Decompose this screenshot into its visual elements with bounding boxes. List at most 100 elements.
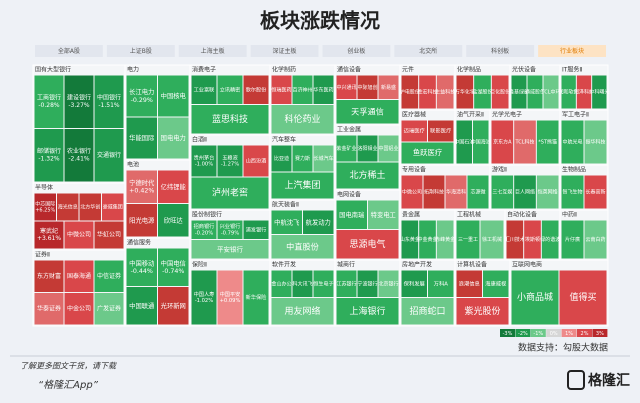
tab-label[interactable]: 深证主板 [273,47,297,55]
stock-tile[interactable] [271,235,334,259]
stock-tile[interactable] [541,220,559,259]
stock-tile[interactable] [511,75,527,109]
stock-tile[interactable] [271,210,303,235]
stock-tile[interactable] [64,260,94,293]
tab-label[interactable]: 北交所 [419,47,437,55]
stock-tile[interactable] [158,204,189,237]
stock-tile[interactable] [217,145,243,177]
stock-tile[interactable] [94,293,124,325]
stock-tile[interactable] [191,177,269,209]
tab[interactable] [322,45,391,57]
tab[interactable] [178,45,247,57]
stock-tile[interactable] [126,170,158,204]
stock-tile[interactable] [401,142,454,164]
stock-tile[interactable] [584,220,607,259]
stock-tile[interactable] [480,220,504,259]
stock-tile[interactable] [271,298,334,325]
stock-tile[interactable] [514,175,536,209]
stock-tile[interactable] [191,75,217,105]
tab[interactable] [538,45,606,57]
stock-tile[interactable] [191,220,217,240]
stock-tile[interactable] [243,220,269,240]
stock-tile[interactable] [217,270,243,325]
stock-tile[interactable] [126,117,158,159]
stock-tile[interactable] [126,75,158,117]
stock-tile[interactable] [401,75,419,109]
stock-tile[interactable] [491,175,514,209]
stock-tile[interactable] [271,75,292,105]
stock-tile[interactable] [543,75,559,109]
stock-tile[interactable] [506,220,524,259]
stock-tile[interactable] [158,75,189,117]
stock-tile[interactable] [336,230,399,259]
stock-tile[interactable] [527,75,543,109]
stock-tile[interactable] [336,162,399,189]
stock-tile[interactable] [419,75,436,109]
tab[interactable] [106,45,175,57]
stock-tile[interactable] [456,270,483,298]
stock-tile[interactable] [102,193,124,221]
stock-tile[interactable] [357,135,378,162]
stock-tile[interactable] [292,270,313,298]
stock-tile[interactable] [456,75,474,109]
tab[interactable] [35,45,103,57]
stock-tile[interactable] [584,175,607,209]
stock-tile[interactable] [191,240,269,259]
stock-tile[interactable] [514,120,536,164]
stock-tile[interactable] [64,293,94,325]
stock-tile[interactable] [158,287,189,325]
stock-tile[interactable] [378,270,399,298]
tab-label[interactable]: 行业板块 [560,47,584,55]
stock-tile[interactable] [456,298,509,325]
stock-tile[interactable] [271,172,334,199]
stock-tile[interactable] [561,220,584,259]
stock-tile[interactable] [336,298,399,325]
stock-tile[interactable] [271,270,292,298]
stock-tile[interactable] [445,175,467,209]
stock-tile[interactable] [34,260,64,293]
stock-tile[interactable] [158,117,189,159]
stock-tile[interactable] [126,248,158,287]
stock-tile[interactable] [336,75,357,100]
stock-tile[interactable] [126,287,158,325]
tab[interactable] [394,45,463,57]
stock-tile[interactable] [94,221,124,249]
stock-tile[interactable] [357,270,378,298]
stock-tile[interactable] [378,135,399,162]
stock-tile[interactable] [511,270,559,325]
stock-tile[interactable] [292,145,313,172]
tab-label[interactable]: 科创板 [491,47,509,55]
tab-label[interactable]: 上海主板 [201,47,225,55]
stock-tile[interactable] [428,120,454,142]
stock-tile[interactable] [34,221,64,249]
tab-label[interactable]: 上证B股 [130,47,152,55]
tab[interactable] [466,45,535,57]
stock-tile[interactable] [584,120,607,164]
stock-tile[interactable] [401,220,419,259]
stock-tile[interactable] [456,220,480,259]
stock-tile[interactable] [368,200,399,230]
stock-tile[interactable] [79,193,102,221]
stock-tile[interactable] [243,75,269,105]
stock-tile[interactable] [158,170,189,204]
stock-tile[interactable] [271,105,334,134]
stock-tile[interactable] [378,75,399,100]
stock-tile[interactable] [436,75,454,109]
stock-tile[interactable] [34,193,57,221]
stock-tile[interactable] [191,145,217,177]
stock-tile[interactable] [536,175,559,209]
stock-tile[interactable] [491,120,514,164]
stock-tile[interactable] [474,75,491,109]
stock-tile[interactable] [473,120,489,164]
stock-tile[interactable] [126,204,158,237]
stock-tile[interactable] [336,135,357,162]
stock-tile[interactable] [423,175,445,209]
stock-tile[interactable] [34,129,64,182]
stock-tile[interactable] [436,220,454,259]
stock-tile[interactable] [456,120,473,164]
stock-tile[interactable] [559,270,607,325]
tab-label[interactable]: 全部A股 [58,47,80,55]
stock-tile[interactable] [336,200,368,230]
stock-tile[interactable] [217,220,243,240]
stock-tile[interactable] [419,220,436,259]
